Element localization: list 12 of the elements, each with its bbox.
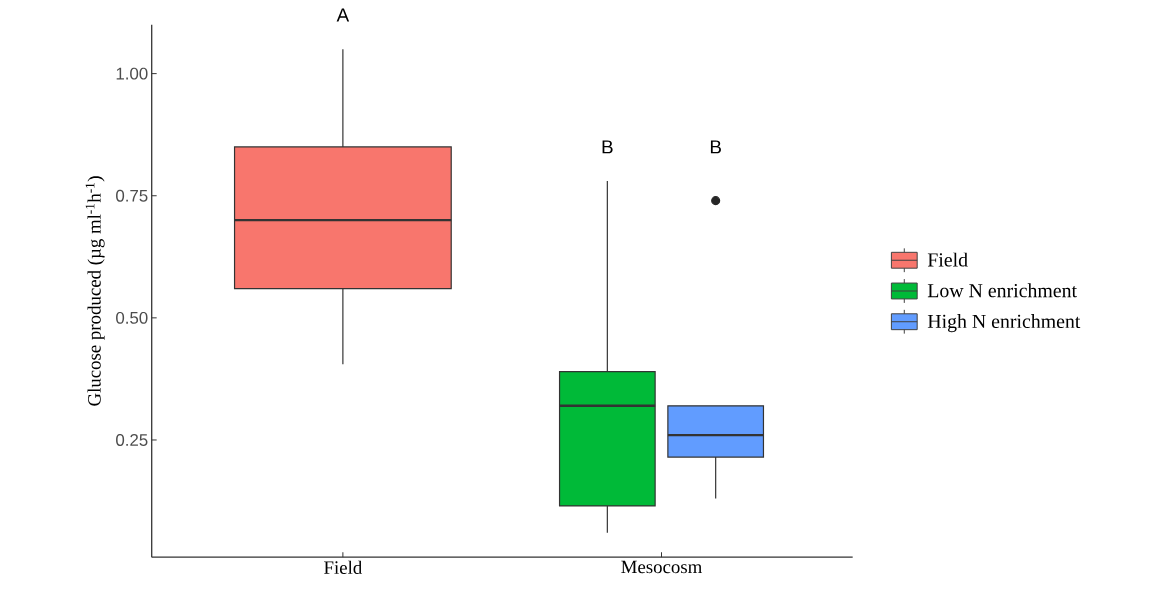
legend-label: Field xyxy=(927,252,968,267)
legend-label: Low N enrichment xyxy=(927,283,1077,298)
annotation: B xyxy=(602,140,613,154)
y-tick-label: 0.25 xyxy=(116,434,148,447)
annotation: B xyxy=(710,140,721,154)
y-tick-label: 0.75 xyxy=(116,189,148,202)
y-tick-label: 0.50 xyxy=(116,311,148,324)
y-axis-title: Glucose produced (µg ml$^{-1}$h$^{-1}$) xyxy=(85,176,105,406)
x-tick-label: Mesocosm xyxy=(621,560,703,574)
legend-label: High N enrichment xyxy=(927,314,1081,333)
y-tick-label: 1.00 xyxy=(116,67,148,80)
text: A xyxy=(336,8,350,22)
